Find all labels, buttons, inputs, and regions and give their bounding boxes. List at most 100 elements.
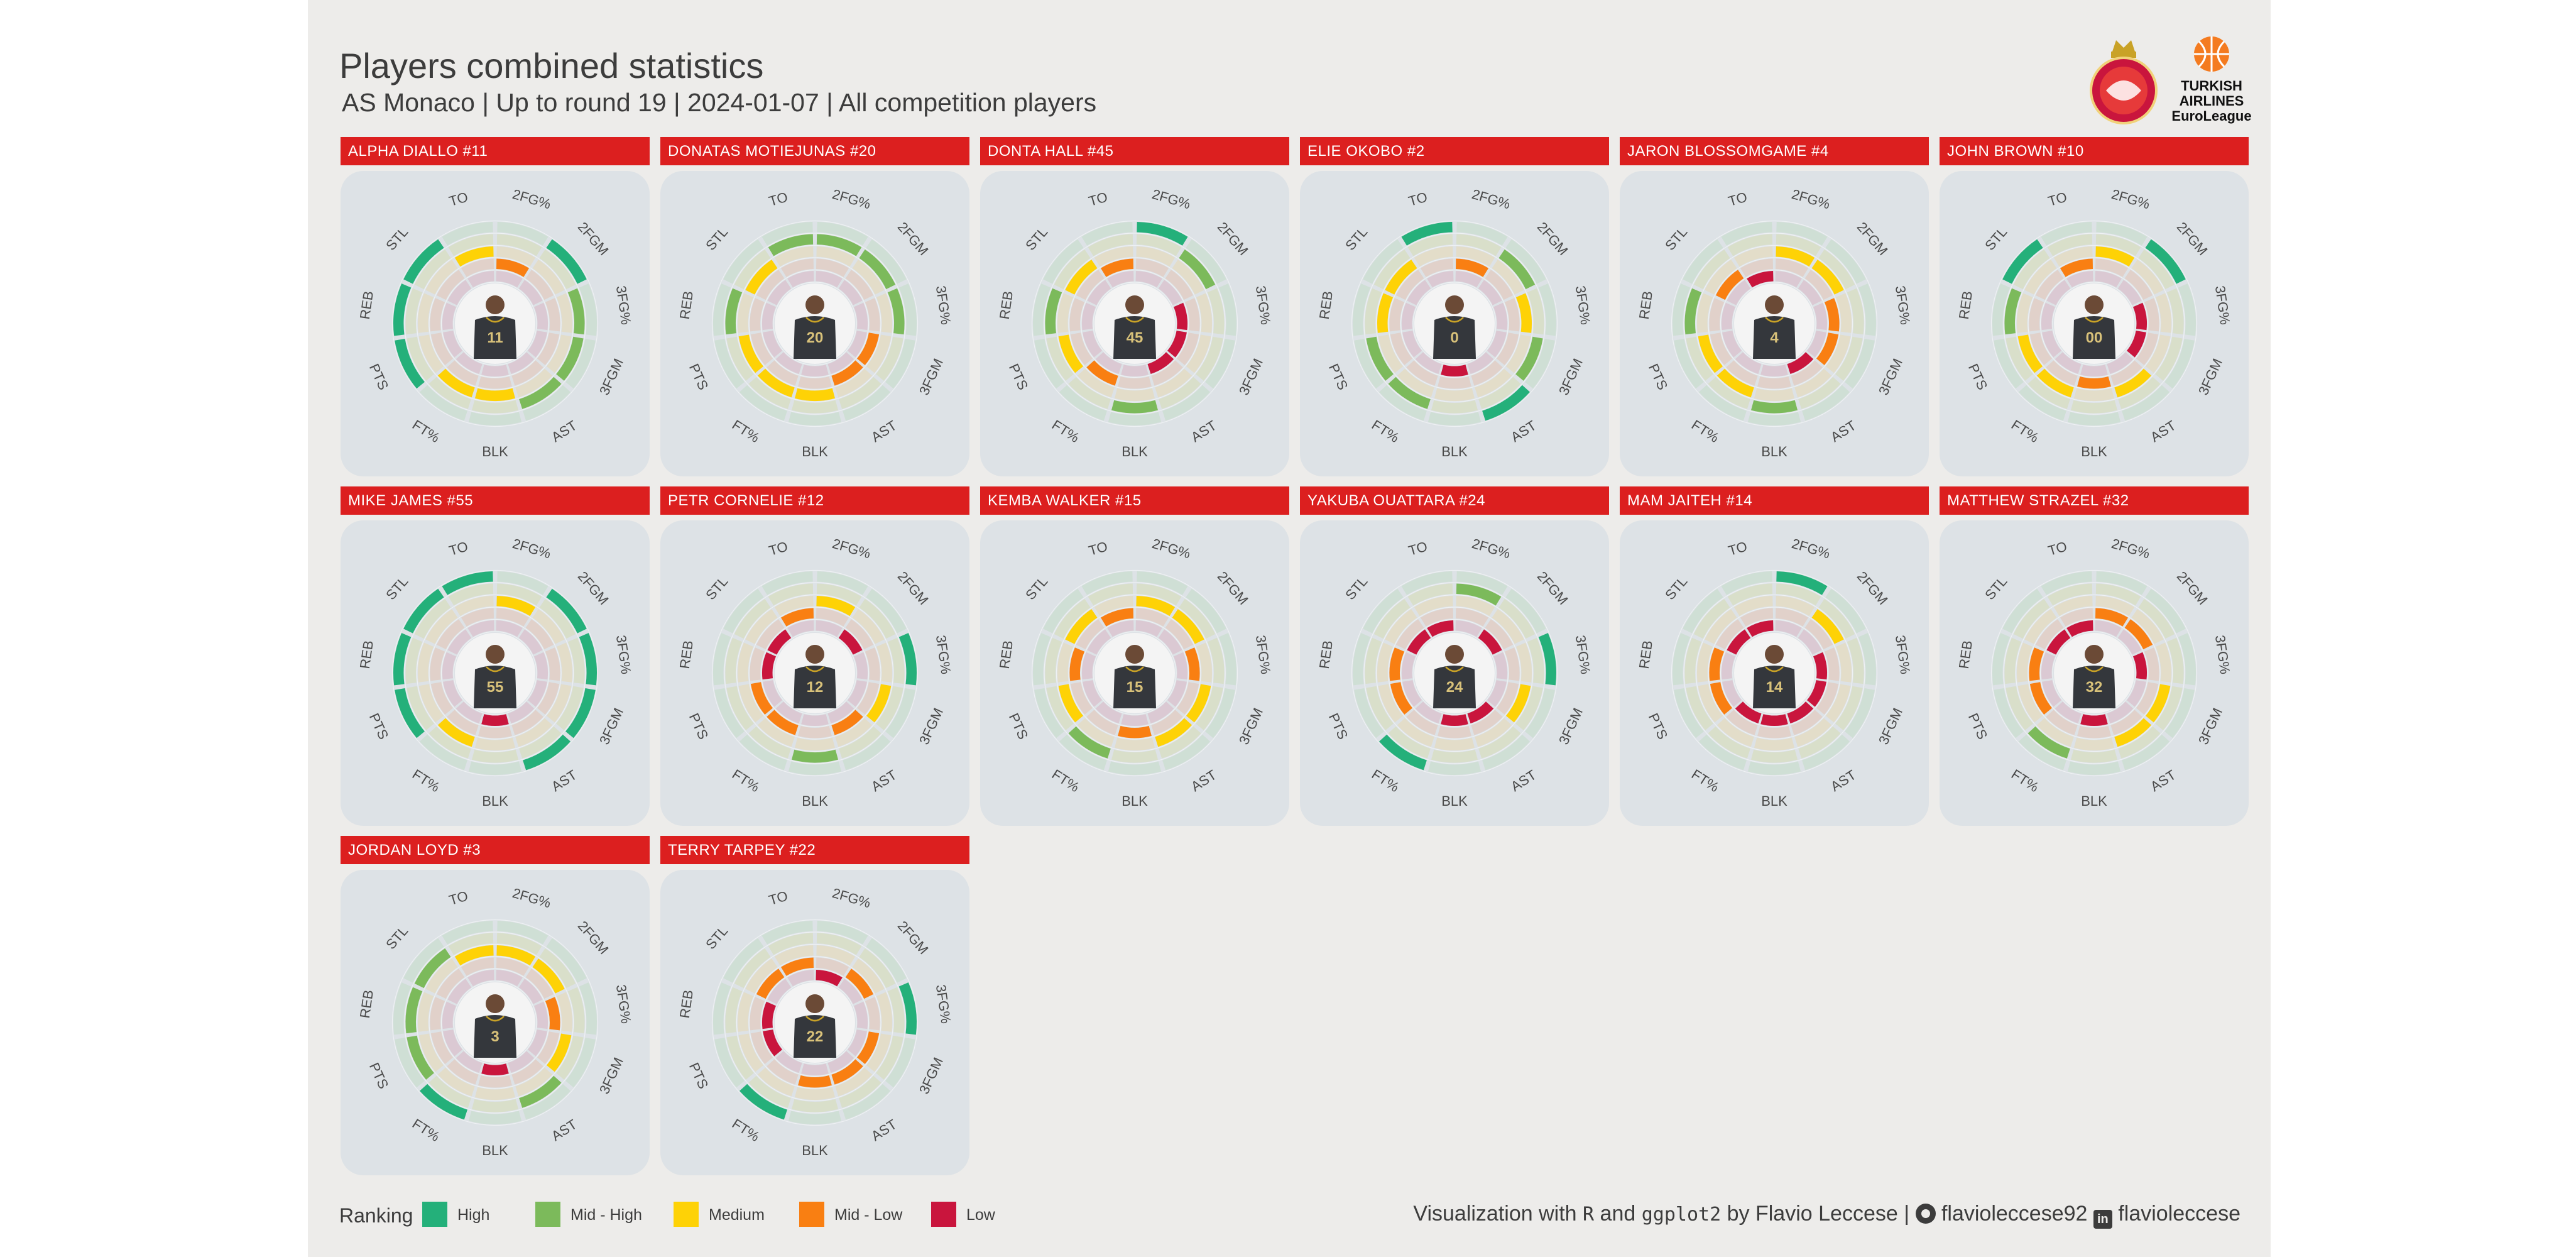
background-ring-segment [556, 686, 584, 730]
background-ring-segment [425, 958, 458, 994]
background-ring-segment [2017, 642, 2033, 683]
background-ring-segment [1081, 302, 1096, 331]
metric-label: 2FGM [1854, 568, 1891, 608]
background-ring-segment [1069, 298, 1085, 332]
metric-label: 2FGM [895, 568, 932, 608]
background-ring-segment [761, 921, 813, 945]
stat-level-bar [1101, 258, 1133, 277]
metric-label: TO [447, 189, 470, 209]
player-card: ELIE OKOBO #2 2FG% 2FGM 3FG% 3FGM AST BLK FT% PT… [1300, 137, 1609, 476]
avatar-jersey [1113, 666, 1156, 708]
background-ring-segment [816, 957, 849, 976]
grid-ring [1080, 618, 1189, 728]
credit-lead: Visualization with [1413, 1202, 1577, 1226]
background-ring-segment [443, 331, 462, 358]
stat-level-bar [1787, 352, 1814, 374]
grid-ring [1990, 220, 2198, 427]
avatar-collar [486, 317, 505, 323]
stat-level-bar [523, 734, 570, 771]
background-ring-segment [430, 1031, 453, 1064]
background-ring-segment [443, 680, 462, 707]
background-ring-segment [481, 365, 509, 376]
background-ring-segment [2155, 336, 2183, 381]
stat-level-bar [2095, 608, 2128, 627]
avatar-head [805, 994, 824, 1013]
player-avatar: 12 [794, 645, 836, 708]
metric-label: 2FG% [1470, 186, 1512, 212]
background-ring-segment [2096, 571, 2148, 595]
background-ring-segment [748, 726, 791, 759]
stat-level-bar [887, 288, 905, 335]
metric-label: 3FG% [1573, 285, 1594, 326]
grid-ring [748, 607, 881, 740]
background-ring-segment [1747, 412, 1801, 425]
background-ring-segment [1136, 583, 1182, 606]
stat-level-bar [481, 1063, 509, 1075]
metric-label: 3FG% [933, 285, 954, 326]
background-ring-segment [817, 571, 868, 595]
background-ring-segment [428, 726, 471, 759]
jersey-number: 0 [1450, 329, 1458, 346]
background-ring-segment [556, 1035, 584, 1080]
player-name: ELIE OKOBO #2 [1307, 143, 1425, 160]
legend-swatch-high [422, 1202, 447, 1227]
background-ring-segment [2131, 609, 2164, 644]
background-ring-segment [436, 270, 465, 300]
background-ring-segment [1813, 302, 1828, 331]
metric-label: 3FGM [1236, 706, 1266, 747]
background-ring-segment [1826, 684, 1851, 723]
background-ring-segment [740, 734, 787, 771]
background-ring-segment [835, 368, 873, 398]
background-ring-segment [2066, 271, 2093, 288]
metric-label: PTS [1645, 361, 1671, 392]
grid-ring [773, 282, 857, 366]
background-ring-segment [414, 598, 451, 639]
stat-level-bar [442, 571, 493, 595]
grid-ring [1351, 220, 1558, 427]
background-ring-segment [866, 938, 907, 983]
background-ring-segment [750, 298, 765, 332]
background-ring-segment [1070, 682, 1093, 715]
background-ring-segment [774, 246, 814, 267]
metric-label: AST [548, 767, 580, 794]
background-ring-segment [1373, 249, 1411, 290]
background-ring-segment [2013, 249, 2050, 290]
metric-label: 3FG% [1253, 285, 1274, 326]
jersey-number: 24 [1446, 679, 1463, 696]
metric-label: PTS [1965, 361, 1990, 392]
page-subtitle: AS Monaco | Up to round 19 | 2024-01-07 … [342, 88, 1097, 117]
grid-ring [711, 569, 919, 777]
stat-level-bar [395, 688, 425, 738]
background-ring-segment [1378, 334, 1403, 373]
stat-level-bar [414, 948, 451, 989]
grid-ring [760, 269, 870, 378]
metric-label: AST [1828, 767, 1859, 794]
background-ring-segment [442, 921, 493, 945]
grid-ring [2028, 607, 2161, 740]
legend-swatch-mid-low [799, 1202, 824, 1227]
metric-label: AST [2148, 417, 2179, 445]
metric-label: AST [1188, 767, 1220, 794]
metric-label: 3FGM [1875, 356, 1906, 398]
metric-label: BLK [482, 444, 508, 459]
avatar-jersey [2073, 316, 2115, 359]
background-ring-segment [726, 1035, 754, 1080]
stat-level-bar [1065, 609, 1098, 644]
player-card-header: PETR CORNELIE #12 [660, 486, 969, 515]
background-ring-segment [756, 619, 785, 650]
player-avatar: 55 [474, 645, 516, 708]
credit-github-handle[interactable]: flavioleccese92 [1941, 1202, 2088, 1226]
stat-level-bar [1760, 714, 1788, 726]
metric-label: REB [996, 290, 1016, 320]
background-ring-segment [545, 298, 560, 332]
background-ring-segment [1455, 620, 1482, 637]
radial-chart: 2FG% 2FGM 3FG% 3FGM AST BLK FT% PTS REB STL TO 20 [677, 186, 954, 459]
credit-linkedin-handle[interactable]: flavioleccese [2118, 1202, 2240, 1226]
background-ring-segment [2055, 352, 2082, 374]
grid-ring [416, 244, 574, 403]
metric-label: 2FGM [575, 219, 612, 258]
metric-label: PTS [1006, 361, 1031, 392]
credit-line: Visualization with R and ggplot2 by Flav… [1413, 1202, 2240, 1229]
background-ring-segment [2145, 588, 2186, 634]
grid-ring [1695, 594, 1853, 752]
